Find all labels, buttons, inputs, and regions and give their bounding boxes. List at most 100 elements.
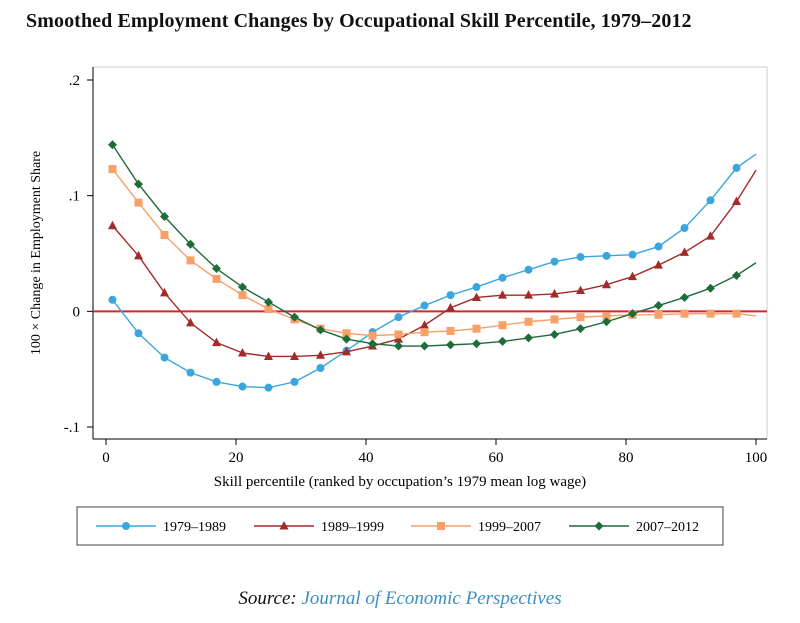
- data-point: [290, 312, 299, 322]
- data-point: [238, 282, 247, 292]
- data-point: [602, 317, 611, 327]
- data-point: [732, 163, 741, 172]
- legend-marker: [122, 522, 130, 530]
- data-point: [498, 336, 507, 346]
- data-point: [186, 317, 195, 327]
- data-point: [212, 274, 221, 283]
- data-point: [732, 196, 741, 205]
- data-point: [524, 333, 533, 343]
- data-point: [108, 295, 117, 304]
- data-point: [290, 351, 299, 360]
- series-3: [108, 165, 757, 340]
- data-point: [420, 320, 429, 329]
- data-point: [316, 325, 325, 335]
- data-point: [498, 273, 507, 282]
- data-point: [654, 260, 663, 269]
- x-tick-label: 100: [745, 450, 768, 466]
- data-point: [368, 331, 377, 340]
- data-point: [550, 329, 559, 339]
- data-point: [160, 353, 169, 362]
- series-line: [111, 168, 757, 337]
- x-tick-label: 40: [359, 450, 374, 466]
- data-point: [420, 328, 429, 337]
- data-point: [108, 220, 117, 230]
- data-point: [732, 309, 741, 318]
- data-point: [420, 341, 429, 351]
- data-point: [134, 179, 143, 189]
- data-point: [576, 285, 585, 295]
- y-tick-label: .1: [69, 189, 80, 205]
- data-point: [706, 283, 715, 293]
- data-point: [186, 239, 195, 249]
- data-point: [576, 313, 585, 322]
- series-4: [108, 140, 757, 351]
- data-point: [420, 301, 429, 310]
- source-caption: Source: Journal of Economic Perspectives: [0, 588, 800, 610]
- data-point: [212, 377, 221, 386]
- data-point: [264, 351, 273, 360]
- x-tick-label: 20: [229, 450, 244, 466]
- data-point: [290, 377, 299, 386]
- data-point: [628, 250, 637, 259]
- legend-item: 1999–2007: [411, 520, 541, 535]
- data-point: [394, 330, 403, 339]
- data-point: [446, 326, 455, 335]
- data-point: [472, 283, 481, 292]
- data-point: [654, 301, 663, 311]
- data-point: [680, 247, 689, 256]
- data-point: [446, 302, 455, 312]
- legend-label: 2007–2012: [636, 520, 699, 535]
- data-point: [264, 305, 273, 314]
- data-point: [446, 340, 455, 350]
- chart-title: Smoothed Employment Changes by Occupatio…: [26, 10, 692, 32]
- series-layer: [108, 140, 757, 392]
- data-point: [134, 198, 143, 207]
- data-point: [654, 310, 663, 319]
- data-point: [134, 250, 143, 260]
- data-point: [524, 265, 533, 274]
- data-point: [498, 321, 507, 330]
- data-point: [108, 140, 117, 150]
- data-point: [212, 264, 221, 274]
- data-point: [550, 315, 559, 324]
- data-point: [342, 346, 351, 356]
- legend-label: 1999–2007: [478, 520, 541, 535]
- data-point: [160, 287, 169, 297]
- y-axis-ticks: -.1 0 .1 .2: [64, 73, 93, 436]
- plot-frame: [92, 66, 768, 440]
- data-point: [524, 290, 533, 299]
- y-tick-label: .2: [69, 73, 80, 89]
- data-point: [394, 313, 403, 322]
- legend-item: 1989–1999: [254, 520, 384, 535]
- data-point: [628, 271, 637, 281]
- series-1: [108, 153, 757, 392]
- series-line: [111, 169, 757, 358]
- data-point: [550, 257, 559, 266]
- x-tick-label: 80: [619, 450, 634, 466]
- x-tick-label: 0: [102, 450, 110, 466]
- data-point: [550, 288, 559, 298]
- data-point: [342, 329, 351, 338]
- data-point: [134, 329, 143, 338]
- data-point: [602, 311, 611, 320]
- data-point: [108, 165, 117, 174]
- legend-marker: [594, 521, 604, 531]
- data-point: [576, 252, 585, 261]
- data-point: [680, 224, 689, 233]
- source-link[interactable]: Journal of Economic Perspectives: [301, 588, 562, 609]
- data-point: [680, 292, 689, 302]
- data-point: [498, 290, 507, 299]
- data-point: [212, 337, 221, 347]
- legend-item: 2007–2012: [569, 520, 699, 535]
- data-point: [472, 339, 481, 349]
- data-point: [732, 270, 741, 280]
- x-tick-label: 60: [489, 450, 504, 466]
- data-point: [576, 324, 585, 334]
- data-point: [472, 324, 481, 333]
- data-point: [186, 256, 195, 265]
- source-prefix: Source:: [238, 588, 297, 609]
- legend-label: 1979–1989: [163, 520, 226, 535]
- data-point: [524, 317, 533, 326]
- y-axis-label: 100 × Change in Employment Share: [29, 151, 44, 355]
- data-point: [706, 196, 715, 205]
